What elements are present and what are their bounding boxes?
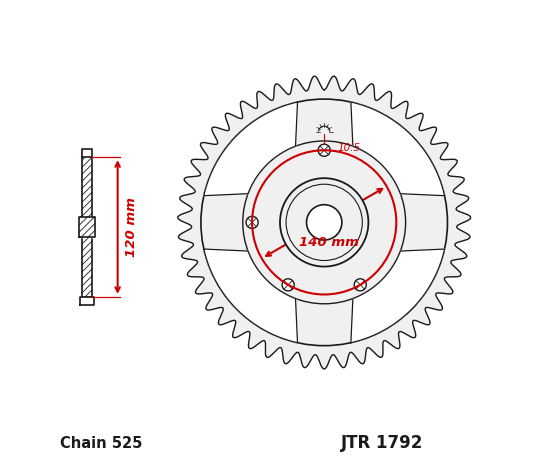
Text: JTR 1792: JTR 1792 xyxy=(341,434,423,453)
Circle shape xyxy=(354,279,366,291)
Circle shape xyxy=(318,144,330,156)
Polygon shape xyxy=(204,249,297,343)
Polygon shape xyxy=(178,76,470,369)
Polygon shape xyxy=(82,157,92,297)
Circle shape xyxy=(280,178,368,267)
Text: Chain 525: Chain 525 xyxy=(60,436,142,451)
Polygon shape xyxy=(79,217,95,237)
Polygon shape xyxy=(80,297,94,305)
Text: 10.5: 10.5 xyxy=(337,143,360,153)
Text: 120 mm: 120 mm xyxy=(125,197,138,257)
Polygon shape xyxy=(351,249,445,343)
Polygon shape xyxy=(351,102,445,196)
Polygon shape xyxy=(204,102,297,196)
Circle shape xyxy=(306,205,342,240)
Circle shape xyxy=(282,279,294,291)
Polygon shape xyxy=(82,149,92,157)
Circle shape xyxy=(246,216,258,228)
Text: 140 mm: 140 mm xyxy=(299,236,359,249)
